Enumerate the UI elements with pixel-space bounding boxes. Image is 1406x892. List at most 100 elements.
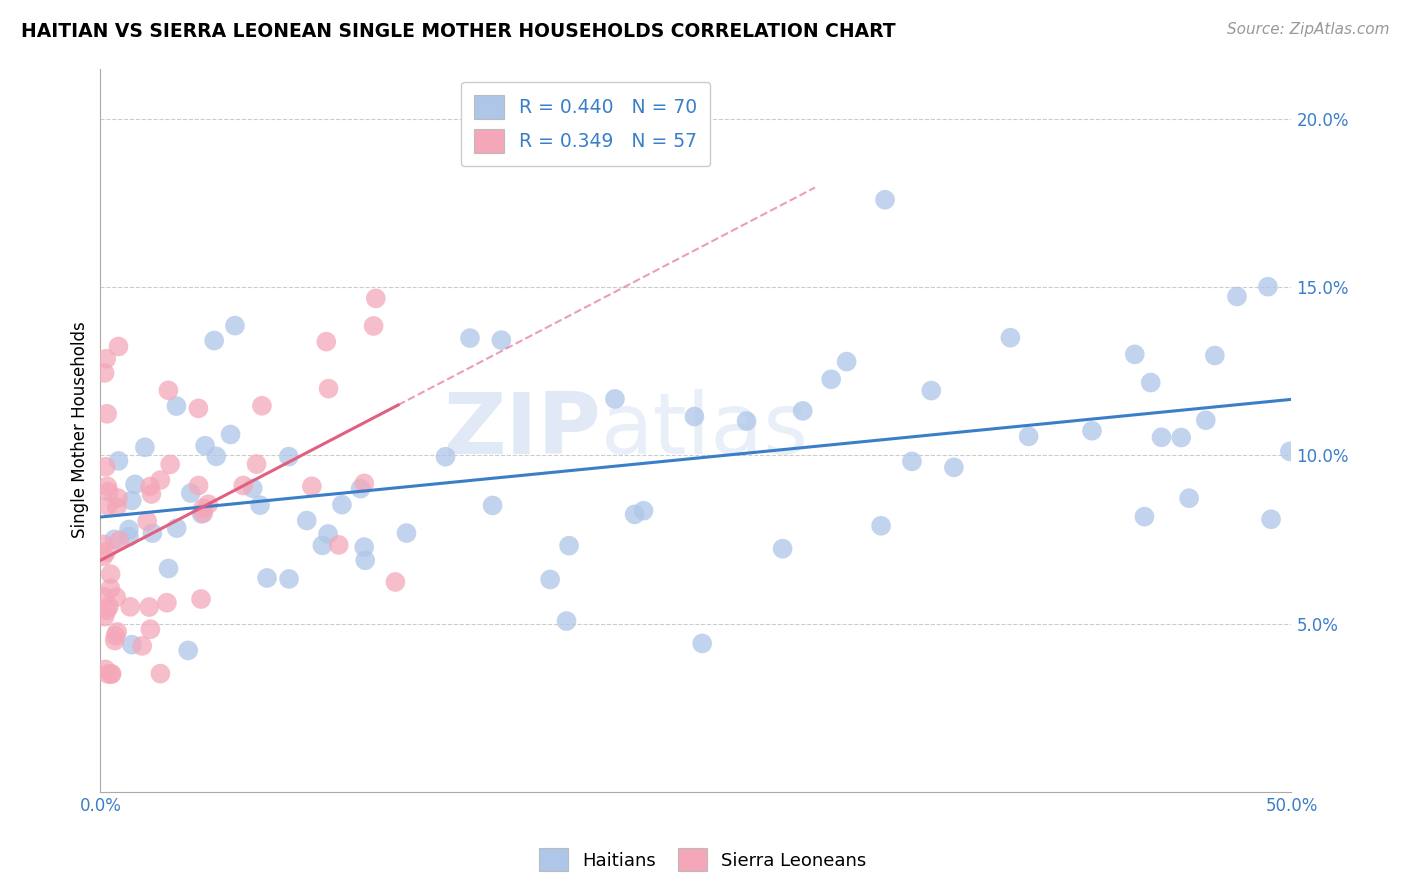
Point (1204, 349, 1226, 363)
Point (107, 491, 129, 505)
Point (558, 539, 581, 553)
Point (1123, 347, 1146, 361)
Point (136, 514, 159, 528)
Point (97, 599, 120, 614)
Point (139, 479, 162, 493)
Legend: Haitians, Sierra Leoneans: Haitians, Sierra Leoneans (531, 841, 875, 879)
Point (1278, 444, 1301, 458)
Point (256, 571, 278, 585)
Point (364, 291, 387, 305)
Point (124, 477, 146, 491)
Point (690, 636, 713, 650)
Point (363, 318, 385, 333)
Point (1260, 512, 1282, 526)
Point (820, 372, 842, 386)
Point (121, 638, 143, 652)
Point (772, 541, 794, 556)
Text: HAITIAN VS SIERRA LEONEAN SINGLE MOTHER HOUSEHOLDS CORRELATION CHART: HAITIAN VS SIERRA LEONEAN SINGLE MOTHER … (21, 22, 896, 41)
Point (100, 667, 122, 681)
Point (107, 454, 129, 468)
Point (458, 331, 481, 345)
Point (93, 609, 115, 624)
Point (232, 478, 254, 492)
Point (1081, 424, 1104, 438)
Point (942, 460, 965, 475)
Point (187, 478, 209, 492)
Point (149, 666, 172, 681)
Point (187, 401, 209, 416)
Point (100, 582, 122, 596)
Point (157, 561, 180, 575)
Point (96, 351, 118, 366)
Point (1195, 413, 1218, 427)
Point (683, 409, 706, 424)
Point (190, 592, 212, 607)
Point (295, 514, 318, 528)
Point (901, 454, 924, 468)
Point (1139, 376, 1161, 390)
Point (97, 484, 120, 499)
Point (1000, 331, 1022, 345)
Point (349, 482, 371, 496)
Point (93, 549, 115, 564)
Point (328, 538, 350, 552)
Point (93, 537, 115, 551)
Point (159, 458, 181, 472)
Point (96, 407, 118, 421)
Point (177, 643, 200, 657)
Point (193, 506, 215, 520)
Point (245, 457, 267, 471)
Point (118, 523, 141, 537)
Point (873, 193, 896, 207)
Point (633, 504, 655, 518)
Point (301, 479, 323, 493)
Point (1018, 429, 1040, 443)
Point (481, 499, 503, 513)
Point (395, 526, 418, 541)
Point (93, 366, 115, 380)
Point (180, 486, 202, 500)
Point (94, 459, 117, 474)
Point (149, 473, 172, 487)
Text: atlas: atlas (600, 389, 808, 472)
Point (165, 399, 187, 413)
Point (157, 384, 180, 398)
Legend: R = 0.440   N = 70, R = 0.349   N = 57: R = 0.440 N = 70, R = 0.349 N = 57 (461, 81, 710, 166)
Point (104, 629, 127, 643)
Point (316, 527, 339, 541)
Point (134, 440, 156, 454)
Point (100, 667, 122, 681)
Point (94, 662, 117, 676)
Point (318, 382, 340, 396)
Point (120, 599, 142, 614)
Point (315, 334, 337, 349)
Point (194, 439, 217, 453)
Point (94, 545, 117, 559)
Point (100, 567, 122, 582)
Point (250, 399, 273, 413)
Point (603, 392, 626, 406)
Point (555, 614, 578, 628)
Point (121, 493, 143, 508)
Point (491, 333, 513, 347)
Point (792, 404, 814, 418)
Point (97, 499, 120, 513)
Point (242, 481, 264, 495)
Point (1150, 430, 1173, 444)
Point (224, 318, 246, 333)
Point (141, 526, 163, 541)
Point (191, 501, 214, 516)
Point (97, 667, 120, 681)
Point (108, 533, 131, 548)
Point (139, 622, 162, 636)
Point (835, 354, 858, 368)
Point (138, 600, 160, 615)
Point (870, 518, 893, 533)
Point (131, 639, 153, 653)
Point (311, 538, 333, 552)
Point (96, 479, 118, 493)
Point (249, 498, 271, 512)
Point (330, 498, 353, 512)
Point (93, 590, 115, 604)
Point (1178, 491, 1201, 505)
